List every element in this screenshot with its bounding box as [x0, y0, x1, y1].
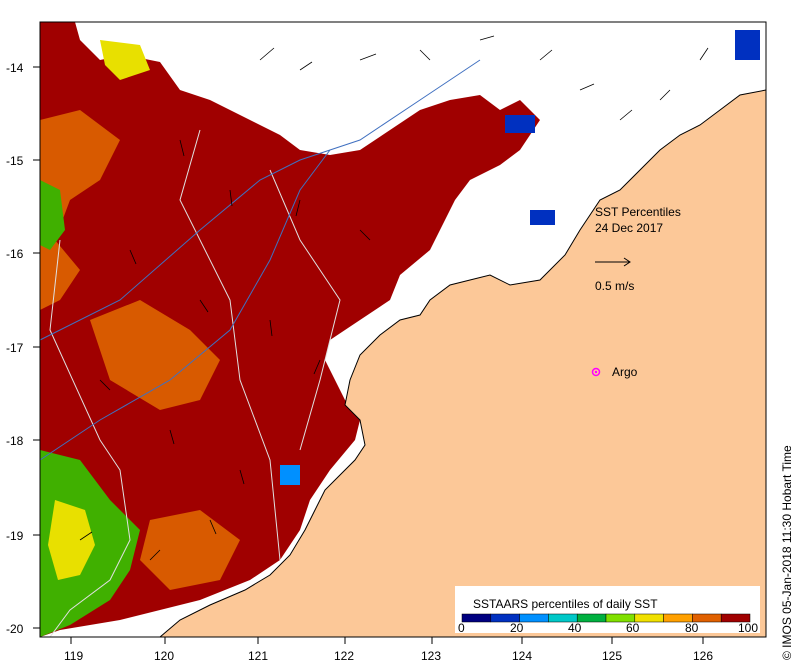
y-tick-label: -18 — [6, 434, 24, 448]
land-mass — [158, 89, 767, 638]
colorbar-label: 100 — [738, 621, 758, 635]
current-scale-label: 0.5 m/s — [595, 279, 634, 293]
sst-low-percentile-area-2 — [48, 500, 95, 580]
sst-blue-patch — [505, 115, 535, 133]
colorbar-swatch — [720, 613, 751, 623]
credit-text: © IMOS 05-Jan-2018 11:30 Hobart Time — [780, 445, 794, 660]
colorbar-label: 80 — [685, 621, 699, 635]
y-tick-label: -15 — [6, 154, 24, 168]
colorbar-title: SSTAARS percentiles of daily SST — [473, 597, 658, 611]
sst-low-percentile-area-3 — [40, 180, 65, 250]
bathymetry-contour — [49, 239, 131, 638]
x-axis — [70, 637, 704, 644]
bathymetry-contour-3 — [269, 169, 341, 451]
x-tick-label: 119 — [64, 649, 83, 663]
colorbar-swatches — [461, 613, 751, 623]
sst-blue-patch-3 — [735, 30, 760, 60]
map-title-line1: SST Percentiles — [595, 205, 681, 219]
map-title-line2: 24 Dec 2017 — [595, 221, 663, 235]
x-tick-label: 120 — [154, 649, 174, 663]
x-tick-label: 125 — [602, 649, 622, 663]
colorbar-panel — [455, 586, 760, 633]
y-tick-label: -17 — [6, 341, 24, 355]
sst-blue-patch-2 — [530, 210, 555, 225]
bathymetry-contour-2 — [179, 129, 281, 561]
argo-float-marker — [591, 367, 601, 377]
y-tick-label: -19 — [6, 529, 24, 543]
plot-frame — [39, 21, 767, 638]
sst-mid-percentile-area-3 — [140, 510, 240, 590]
y-tick-label: -20 — [6, 622, 24, 636]
sst-high-percentile-area — [40, 22, 540, 637]
sst-mid-percentile-area-2 — [90, 300, 220, 410]
sst-low-percentile-patch — [100, 40, 150, 80]
current-scale-arrow — [595, 257, 631, 267]
y-tick-label: -14 — [6, 61, 24, 75]
x-tick-label: 126 — [693, 649, 713, 663]
x-tick-label: 121 — [248, 649, 268, 663]
current-vectors — [79, 35, 709, 561]
x-tick-label: 122 — [334, 649, 354, 663]
colorbar-swatch — [461, 613, 492, 623]
colorbar-swatch — [576, 613, 607, 623]
bathymetry-contour-deep — [39, 59, 481, 341]
y-axis — [33, 66, 40, 629]
y-tick-label: -16 — [6, 247, 24, 261]
colorbar-label: 60 — [626, 621, 640, 635]
sst-blue-patch-4 — [280, 465, 300, 485]
x-tick-label: 124 — [512, 649, 532, 663]
colorbar-label: 40 — [568, 621, 582, 635]
x-tick-label: 123 — [421, 649, 441, 663]
colorbar-swatch — [519, 613, 549, 623]
bathymetry-contour-deep-2 — [39, 149, 331, 461]
argo-label: Argo — [612, 365, 638, 379]
colorbar-label: 20 — [510, 621, 524, 635]
colorbar-label: 0 — [458, 621, 465, 635]
sst-mid-percentile-area — [40, 110, 120, 310]
